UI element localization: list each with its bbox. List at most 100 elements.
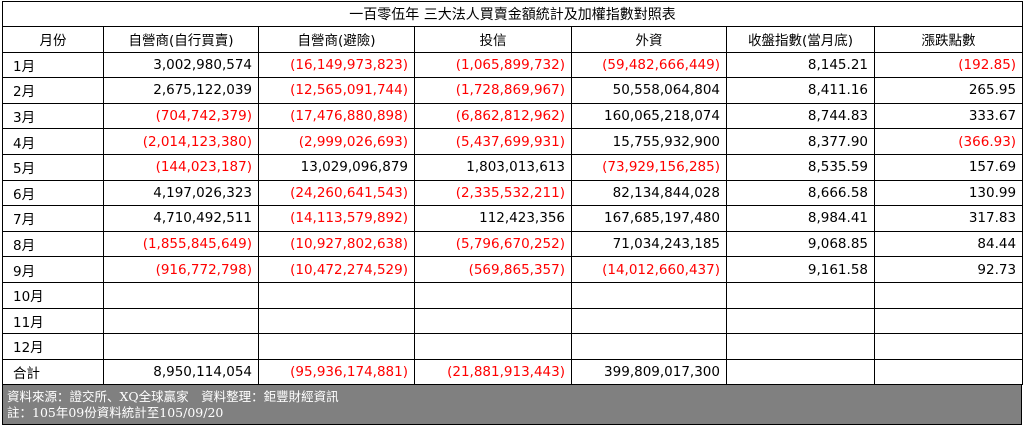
value-cell: 82,134,844,028 (571, 179, 727, 207)
table-row: 5月 (144,023,187) 13,029,096,879 1,803,013,6… (2, 153, 1024, 181)
value-cell: 157.69 (873, 153, 1024, 181)
value-cell: 8,744.83 (726, 102, 875, 130)
value-cell (258, 307, 415, 335)
table-row: 11月 (2, 307, 1024, 335)
value-cell: (1,065,899,732) (414, 51, 572, 79)
col-header-change-points: 漲跌點數 (873, 26, 1024, 53)
month-cell: 9月 (2, 256, 104, 283)
value-cell (103, 333, 259, 360)
value-cell: 8,411.16 (726, 77, 875, 104)
value-cell: (17,476,880,898) (258, 102, 415, 130)
month-cell: 5月 (2, 153, 104, 181)
value-cell: 167,685,197,480 (571, 205, 727, 232)
month-cell: 合計 (2, 358, 104, 386)
value-cell (873, 333, 1024, 360)
value-cell: 4,197,026,323 (103, 179, 259, 207)
value-cell (873, 281, 1024, 309)
col-header-close-index: 收盤指數(當月底) (726, 26, 875, 53)
value-cell (414, 281, 572, 309)
value-cell: (16,149,973,823) (258, 51, 415, 79)
value-cell: (14,113,579,892) (258, 205, 415, 232)
value-cell: (916,772,798) (103, 256, 259, 283)
value-cell: (192.85) (873, 51, 1024, 79)
value-cell: 8,984.41 (726, 205, 875, 232)
value-cell (414, 307, 572, 335)
value-cell: 112,423,356 (414, 205, 572, 232)
report-container: 一百零伍年 三大法人買賣金額統計及加權指數對照表 月份 自營商(自行買賣) 自營… (1, 1, 1024, 426)
value-cell: (5,437,699,931) (414, 128, 572, 155)
header-row: 月份 自營商(自行買賣) 自營商(避險) 投信 外資 收盤指數(當月底) 漲跌點… (2, 26, 1024, 53)
month-cell: 2月 (2, 77, 104, 104)
value-cell: 265.95 (873, 77, 1024, 104)
table-row: 8月 (1,855,845,649) (10,927,802,638) (5,796,… (2, 230, 1024, 258)
value-cell: 84.44 (873, 230, 1024, 258)
value-cell: 2,675,122,039 (103, 77, 259, 104)
value-cell (571, 333, 727, 360)
value-cell: 9,068.85 (726, 230, 875, 258)
col-header-dealer-hedge: 自營商(避險) (258, 26, 415, 53)
value-cell: 8,377.90 (726, 128, 875, 155)
value-cell: 333.67 (873, 102, 1024, 130)
col-header-foreign: 外資 (571, 26, 727, 53)
table-row: 7月 4,710,492,511 (14,113,579,892) 112,423,3… (2, 205, 1024, 232)
value-cell: 1,803,013,613 (414, 153, 572, 181)
value-cell (571, 307, 727, 335)
table-row: 合計 8,950,114,054 (95,936,174,881) (21,881,9… (2, 358, 1024, 386)
value-cell: 8,145.21 (726, 51, 875, 79)
value-cell (103, 307, 259, 335)
value-cell: 13,029,096,879 (258, 153, 415, 181)
value-cell (726, 333, 875, 360)
month-cell: 1月 (2, 51, 104, 79)
month-cell: 4月 (2, 128, 104, 155)
value-cell: 130.99 (873, 179, 1024, 207)
month-cell: 10月 (2, 281, 104, 309)
value-cell: 50,558,064,804 (571, 77, 727, 104)
table-row: 9月 (916,772,798) (10,472,274,529) (569,865,… (2, 256, 1024, 283)
month-cell: 6月 (2, 179, 104, 207)
table-title: 一百零伍年 三大法人買賣金額統計及加權指數對照表 (1, 1, 1024, 27)
value-cell: 8,535.59 (726, 153, 875, 181)
table-body: 1月 3,002,980,574 (16,149,973,823) (1,065,89… (2, 51, 1024, 386)
value-cell (873, 358, 1024, 386)
stats-table: 一百零伍年 三大法人買賣金額統計及加權指數對照表 月份 自營商(自行買賣) 自營… (1, 1, 1024, 386)
value-cell: 399,809,017,300 (571, 358, 727, 386)
footer-notes: 資料來源：證交所、XQ全球贏家 資料整理：鉅豐財經資訊 註：105年09份資料統… (2, 385, 1022, 426)
value-cell: (569,865,357) (414, 256, 572, 283)
value-cell: (95,936,174,881) (258, 358, 415, 386)
table-row: 10月 (2, 281, 1024, 309)
value-cell: (73,929,156,285) (571, 153, 727, 181)
table-row: 6月 4,197,026,323 (24,260,641,543) (2,335,53… (2, 179, 1024, 207)
value-cell: (2,335,532,211) (414, 179, 572, 207)
value-cell (726, 358, 875, 386)
value-cell: (2,999,026,693) (258, 128, 415, 155)
value-cell: 8,950,114,054 (103, 358, 259, 386)
value-cell: 92.73 (873, 256, 1024, 283)
month-cell: 7月 (2, 205, 104, 232)
value-cell: 3,002,980,574 (103, 51, 259, 79)
table-row: 12月 (2, 333, 1024, 360)
value-cell (258, 333, 415, 360)
value-cell: (1,855,845,649) (103, 230, 259, 258)
value-cell (726, 281, 875, 309)
source-text: 資料來源：證交所、XQ全球贏家 資料整理：鉅豐財經資訊 (7, 389, 339, 405)
value-cell: (59,482,666,449) (571, 51, 727, 79)
value-cell: (5,796,670,252) (414, 230, 572, 258)
value-cell (726, 307, 875, 335)
value-cell: 8,666.58 (726, 179, 875, 207)
value-cell: (10,927,802,638) (258, 230, 415, 258)
value-cell: 160,065,218,074 (571, 102, 727, 130)
value-cell: 4,710,492,511 (103, 205, 259, 232)
value-cell: (10,472,274,529) (258, 256, 415, 283)
table-row: 3月 (704,742,379) (17,476,880,898) (6,862,81… (2, 102, 1024, 130)
value-cell: (6,862,812,962) (414, 102, 572, 130)
value-cell: (366.93) (873, 128, 1024, 155)
value-cell: (14,012,660,437) (571, 256, 727, 283)
month-cell: 8月 (2, 230, 104, 258)
table-row: 2月 2,675,122,039 (12,565,091,744) (1,728,86… (2, 77, 1024, 104)
value-cell: 71,034,243,185 (571, 230, 727, 258)
month-cell: 3月 (2, 102, 104, 130)
value-cell: 9,161.58 (726, 256, 875, 283)
value-cell: (12,565,091,744) (258, 77, 415, 104)
table-row: 1月 3,002,980,574 (16,149,973,823) (1,065,89… (2, 51, 1024, 79)
value-cell: 317.83 (873, 205, 1024, 232)
